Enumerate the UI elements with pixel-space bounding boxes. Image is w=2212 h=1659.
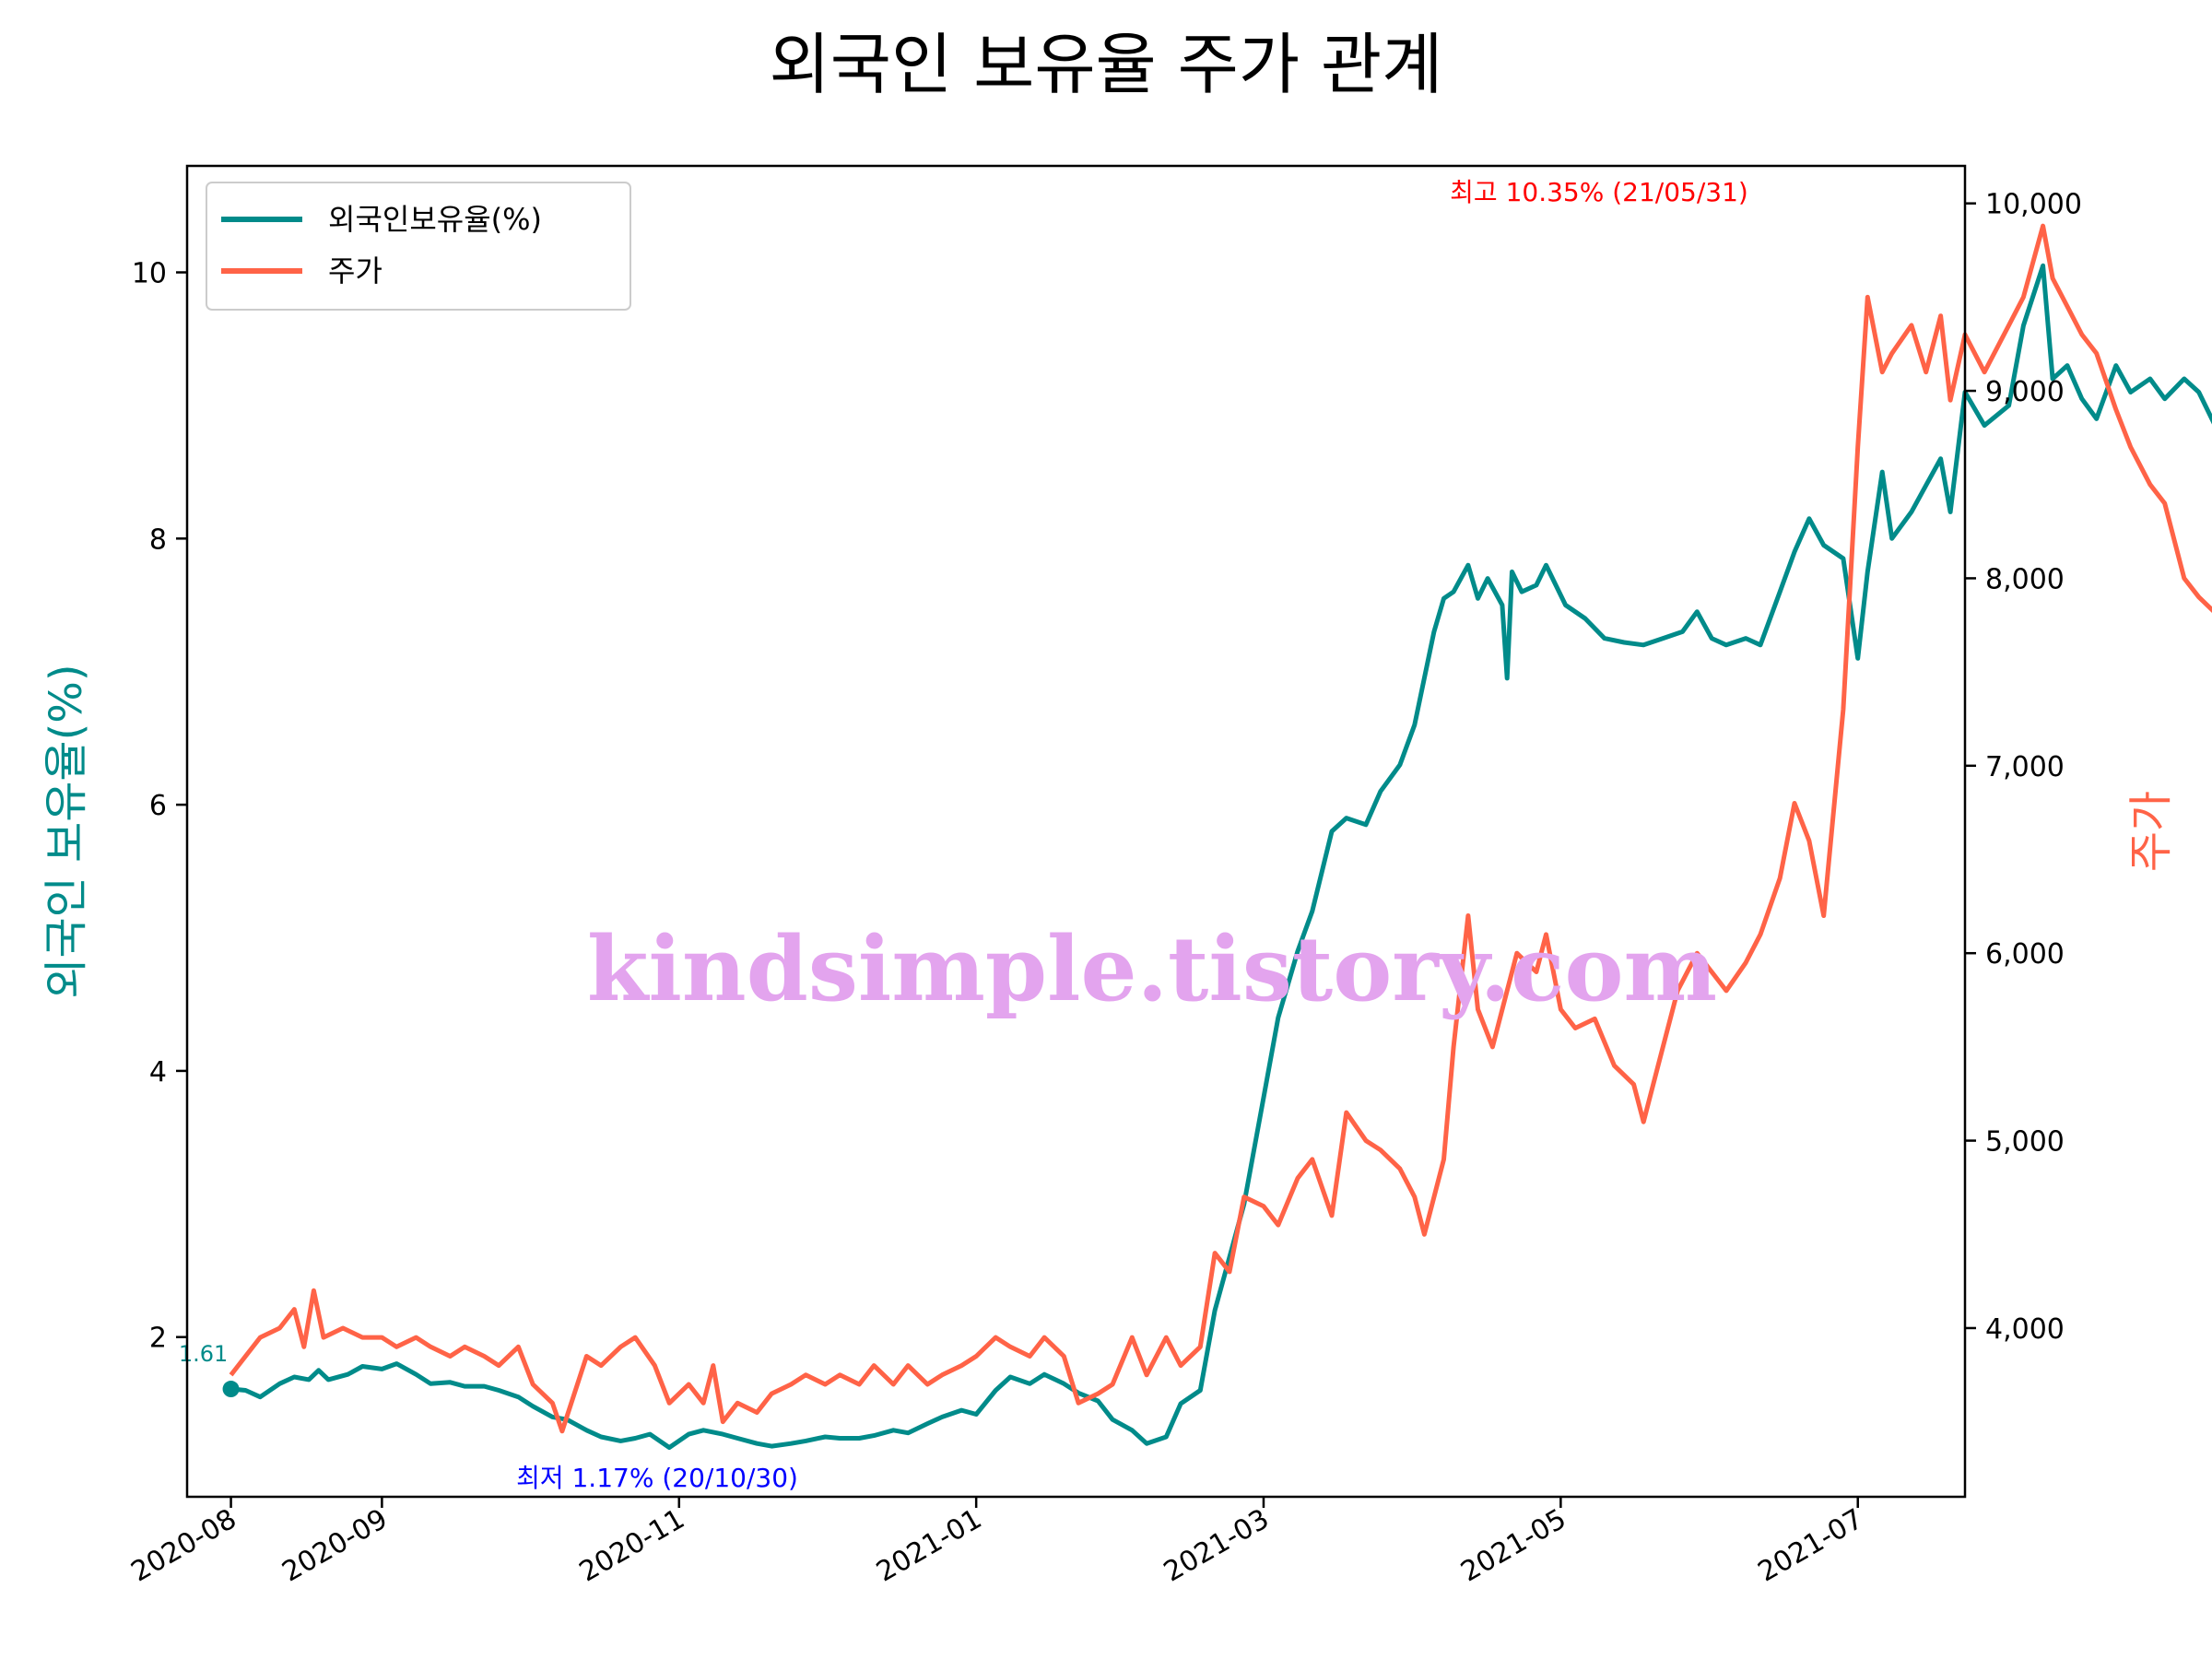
plot-area: 1.617.77최고 10.35% (21/05/31)최저 1.17% (20…	[41, 164, 2212, 1589]
x-tick-label: 2020-11	[574, 1503, 690, 1589]
y-left-tick-label: 4	[149, 1056, 167, 1088]
max-annotation: 최고 10.35% (21/05/31)	[1450, 177, 1748, 207]
y-right-tick-label: 5,000	[1985, 1126, 2065, 1159]
plot-frame	[185, 164, 1967, 1499]
x-tick-label: 2020-08	[125, 1503, 241, 1589]
x-tick-label: 2021-07	[1753, 1503, 1869, 1589]
x-tick-label: 2021-03	[1159, 1503, 1275, 1589]
start-point-marker	[222, 1381, 240, 1398]
x-tick-label: 2021-05	[1455, 1503, 1571, 1589]
y-left-tick-label: 2	[149, 1323, 167, 1355]
x-tick-label: 2021-01	[871, 1503, 987, 1589]
y-left-tick-label: 6	[149, 790, 167, 822]
chart-title: 외국인 보유율 주가 관계	[769, 26, 1442, 103]
y-left-tick-label: 8	[149, 524, 167, 556]
legend-entry-label: 주가	[328, 253, 382, 288]
series-line-holding	[230, 263, 2212, 1451]
y-right-tick-label: 8,000	[1985, 563, 2065, 595]
y-right-tick-label: 7,000	[1985, 751, 2065, 783]
legend-entry-label: 외국인보유율(%)	[328, 202, 542, 237]
legend-box	[206, 182, 631, 311]
y-left-axis-title: 외국인 보유율(%)	[41, 664, 92, 998]
x-tick-label: 2020-09	[276, 1503, 393, 1589]
legend: 외국인보유율(%) 주가	[206, 182, 631, 311]
min-annotation: 최저 1.17% (20/10/30)	[516, 1463, 798, 1493]
y-right-tick-label: 10,000	[1985, 189, 2082, 221]
y-right-tick-label: 4,000	[1985, 1313, 2065, 1346]
y-right-tick-label: 6,000	[1985, 938, 2065, 971]
series-line-price	[229, 223, 2212, 1434]
y-right-axis-title: 주가	[2125, 791, 2177, 872]
y-right-tick-label: 9,000	[1985, 376, 2065, 408]
watermark-text: kindsimple.tistory.com	[587, 917, 1717, 1021]
y-left-tick-label: 10	[132, 258, 167, 290]
